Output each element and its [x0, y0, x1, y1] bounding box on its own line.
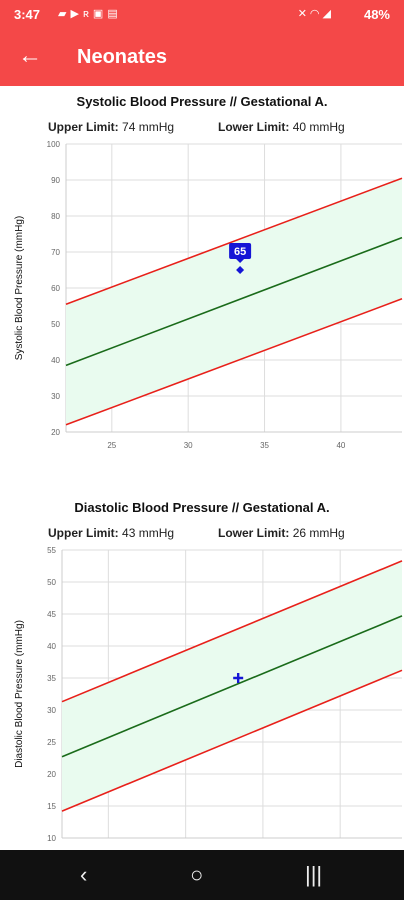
systolic-chart-title: Systolic Blood Pressure // Gestational A… [76, 94, 328, 109]
upper-limit-label: Upper Limit: [48, 120, 119, 134]
data-point-label: 65 [229, 243, 252, 263]
mean-line [65, 236, 403, 367]
navigation-bar: ‹ ○ ||| [0, 850, 404, 900]
y-axis-label: Systolic Blood Pressure (mmHg) [14, 216, 25, 360]
nav-recents-icon[interactable]: ||| [305, 862, 323, 887]
y-tick-label: 90 [51, 176, 60, 185]
mute-icon: ✕ [297, 8, 310, 20]
diastolic-chart[interactable]: 10 15 20 25 30 35 40 45 50 55 Diastolic Blood Pres… [0, 544, 404, 850]
y-tick-label: 20 [51, 428, 60, 437]
y-tick-label: 40 [47, 642, 56, 651]
page-title: Neonates [77, 46, 168, 68]
y-tick-label: 100 [47, 140, 61, 149]
y-tick-label: 80 [51, 212, 60, 221]
lower-limit-value: 26 mmHg [292, 526, 345, 540]
y-tick-label: 30 [47, 706, 56, 715]
sms-icon: ▤ [107, 8, 122, 20]
app-bar: ← Neonates [0, 28, 404, 86]
nav-back-icon[interactable]: ‹ [80, 862, 88, 887]
mean-line [61, 615, 403, 758]
lower-limit-value: 40 mmHg [292, 120, 345, 134]
back-arrow-icon[interactable]: ← [18, 42, 42, 69]
app-icon: ʀ [82, 8, 93, 20]
nav-home-icon[interactable]: ○ [190, 862, 204, 887]
lower-line [61, 669, 403, 812]
x-tick-label: 30 [184, 441, 193, 450]
y-tick-label: 40 [51, 356, 60, 365]
diastolic-chart-title: Diastolic Blood Pressure // Gestational … [74, 500, 330, 515]
youtube-icon: ▶ [70, 8, 83, 20]
upper-limit-value: 74 mmHg [122, 120, 175, 134]
data-point-value: 65 [234, 246, 246, 258]
y-tick-label: 60 [51, 284, 60, 293]
lower-limit-label: Lower Limit: [218, 526, 290, 540]
lower-limit-label: Lower Limit: [218, 120, 290, 134]
notification-icons: ▰▶ʀ▣▤ [58, 7, 122, 20]
diastolic-upper-limit: Upper Limit: 43 mmHg [48, 526, 174, 540]
x-tick-label: 25 [107, 441, 116, 450]
systolic-lower-limit: Lower Limit: 40 mmHg [218, 120, 345, 134]
y-tick-label: 20 [47, 770, 56, 779]
y-tick-label: 50 [47, 578, 56, 587]
data-point-marker [233, 673, 244, 683]
battery-level: 48% [363, 7, 390, 22]
data-point-marker [236, 266, 245, 274]
lower-line [65, 298, 403, 426]
data-point-label-box [229, 243, 252, 259]
data-point-label-pointer [236, 259, 245, 263]
image-icon: ▣ [92, 8, 108, 20]
y-tick-label: 50 [51, 320, 60, 329]
y-tick-label: 25 [47, 738, 56, 747]
diastolic-lower-limit: Lower Limit: 26 mmHg [218, 526, 345, 540]
y-tick-label: 45 [47, 610, 56, 619]
status-bar: 3:47 ▰▶ʀ▣▤ ✕◠◢ 48% [0, 0, 404, 28]
upper-line [65, 177, 403, 305]
signal-icon: ◢ [322, 8, 334, 20]
y-tick-label: 10 [47, 834, 56, 843]
y-tick-label: 55 [47, 546, 56, 555]
x-tick-label: 35 [260, 441, 269, 450]
systolic-chart[interactable]: 20 30 40 50 60 70 80 90 100 25 30 35 40 Systolic Bloo… [0, 138, 404, 460]
x-tick-label: 40 [336, 441, 345, 450]
systolic-upper-limit: Upper Limit: 74 mmHg [48, 120, 174, 134]
y-tick-label: 70 [51, 248, 60, 257]
y-tick-label: 30 [51, 392, 60, 401]
y-axis-label: Diastolic Blood Pressure (mmHg) [14, 620, 25, 768]
chat-icon: ▰ [58, 8, 71, 20]
y-tick-label: 35 [47, 674, 56, 683]
system-icons: ✕◠◢ [298, 7, 334, 20]
upper-limit-value: 43 mmHg [122, 526, 175, 540]
status-time: 3:47 [14, 7, 41, 22]
wifi-icon: ◠ [309, 8, 323, 20]
upper-limit-label: Upper Limit: [48, 526, 119, 540]
y-tick-label: 15 [47, 802, 56, 811]
upper-line [61, 560, 403, 703]
